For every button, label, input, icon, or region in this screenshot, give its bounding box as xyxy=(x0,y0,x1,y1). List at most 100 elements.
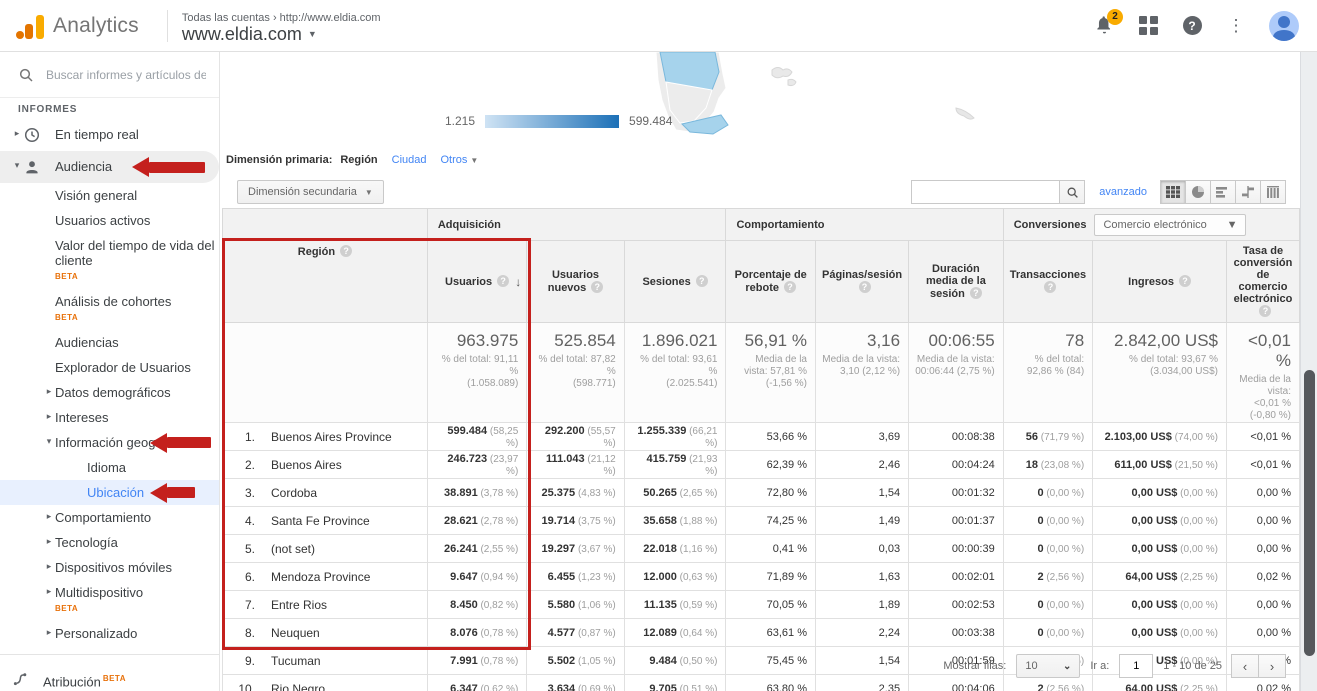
column-header-ingresos[interactable]: Ingresos? xyxy=(1093,241,1227,323)
property-selector[interactable]: www.eldia.com▼ xyxy=(182,27,381,41)
help-icon[interactable]: ? xyxy=(784,281,796,293)
rows-per-page-select[interactable]: 10⌄ xyxy=(1016,654,1080,678)
region-cell[interactable]: 8.Neuquen xyxy=(223,619,428,647)
column-header-sesiones[interactable]: Sesiones? xyxy=(624,241,726,323)
sidebar-item-tecnologia[interactable]: ▸Tecnología xyxy=(0,530,219,555)
next-page-button[interactable]: › xyxy=(1258,654,1286,678)
sidebar-item-audiencia[interactable]: ▾Audiencia xyxy=(0,151,219,183)
legend-min-value: 1.215 xyxy=(445,114,475,128)
pivot-view-button[interactable] xyxy=(1260,180,1286,204)
region-name[interactable]: Entre Rios xyxy=(271,598,327,612)
region-cell[interactable]: 10.Rio Negro xyxy=(223,675,428,691)
column-header-region[interactable]: Región? xyxy=(223,241,428,323)
dimension-region-selected[interactable]: Región xyxy=(340,154,377,166)
help-button[interactable]: ? xyxy=(1181,15,1203,37)
sidebar-item-personalizado[interactable]: ▸Personalizado xyxy=(0,621,219,646)
advanced-search-link[interactable]: avanzado xyxy=(1099,186,1147,198)
region-name[interactable]: Tucuman xyxy=(271,654,321,668)
region-name[interactable]: Santa Fe Province xyxy=(271,514,370,528)
region-cell[interactable]: 2.Buenos Aires xyxy=(223,451,428,479)
goto-page-input[interactable] xyxy=(1119,654,1153,678)
vertical-scrollbar[interactable] xyxy=(1300,52,1317,691)
table-search-input[interactable] xyxy=(911,180,1059,204)
duracion-cell: 00:04:24 xyxy=(909,451,1004,479)
table-search-button[interactable] xyxy=(1059,180,1085,204)
help-icon[interactable]: ? xyxy=(859,281,871,293)
secondary-dimension-button[interactable]: Dimensión secundaria▼ xyxy=(237,180,384,204)
sidebar-item-ubicacion[interactable]: Ubicación xyxy=(0,480,219,505)
performance-view-button[interactable] xyxy=(1210,180,1236,204)
sidebar-search-input[interactable] xyxy=(46,68,206,82)
region-cell[interactable]: 4.Santa Fe Province xyxy=(223,507,428,535)
summary-transacciones: 78% del total:92,86 % (84) xyxy=(1003,323,1092,423)
sidebar-search[interactable] xyxy=(0,52,219,98)
sidebar-nav: ▸En tiempo real▾AudienciaVisión generalU… xyxy=(0,119,219,691)
help-icon[interactable]: ? xyxy=(497,275,509,287)
sidebar-item-audiencias[interactable]: Audiencias xyxy=(0,330,219,355)
sidebar-item-usuarios-activos[interactable]: Usuarios activos xyxy=(0,208,219,233)
apps-menu-button[interactable] xyxy=(1137,15,1159,37)
help-icon[interactable]: ? xyxy=(1259,305,1271,317)
column-header-rebote[interactable]: Porcentaje de rebote? xyxy=(726,241,816,323)
previous-page-button[interactable]: ‹ xyxy=(1231,654,1259,678)
sidebar-item-dispositivos-moviles[interactable]: ▸Dispositivos móviles xyxy=(0,555,219,580)
region-cell[interactable]: 3.Cordoba xyxy=(223,479,428,507)
region-name[interactable]: (not set) xyxy=(271,542,315,556)
sort-descending-icon: ↓ xyxy=(515,275,521,289)
help-icon[interactable]: ? xyxy=(1179,275,1191,287)
region-cell[interactable]: 7.Entre Rios xyxy=(223,591,428,619)
comparison-view-button[interactable] xyxy=(1235,180,1261,204)
user-avatar[interactable] xyxy=(1269,11,1299,41)
column-header-tasa-conversion[interactable]: Tasa de conversión de comercio electróni… xyxy=(1226,241,1299,323)
help-icon[interactable]: ? xyxy=(696,275,708,287)
scrollbar-thumb[interactable] xyxy=(1304,370,1315,656)
region-name[interactable]: Mendoza Province xyxy=(271,570,370,584)
summary-region-spacer xyxy=(223,323,428,423)
sidebar-item-intereses[interactable]: ▸Intereses xyxy=(0,405,219,430)
column-header-usuarios[interactable]: Usuarios?↓ xyxy=(427,241,526,323)
sidebar-item-datos-demograficos[interactable]: ▸Datos demográficos xyxy=(0,380,219,405)
table-view-button[interactable] xyxy=(1160,180,1186,204)
region-cell[interactable]: 5.(not set) xyxy=(223,535,428,563)
primary-dimension-label: Dimensión primaria: xyxy=(226,154,332,166)
percentage-view-button[interactable] xyxy=(1185,180,1211,204)
column-header-duracion[interactable]: Duración media de la sesión? xyxy=(909,241,1004,323)
help-icon[interactable]: ? xyxy=(1044,281,1056,293)
conversions-type-dropdown[interactable]: Comercio electrónico▼ xyxy=(1094,214,1246,236)
column-header-usuarios-nuevos[interactable]: Usuarios nuevos? xyxy=(527,241,624,323)
region-cell[interactable]: 1.Buenos Aires Province xyxy=(223,423,428,451)
column-header-transacciones[interactable]: Transacciones? xyxy=(1003,241,1092,323)
analytics-logo[interactable]: Analytics xyxy=(0,13,153,39)
region-name[interactable]: Buenos Aires Province xyxy=(271,430,392,444)
region-name[interactable]: Cordoba xyxy=(271,486,317,500)
paginas-sesion-cell: 2,24 xyxy=(815,619,908,647)
region-name[interactable]: Buenos Aires xyxy=(271,458,342,472)
help-icon[interactable]: ? xyxy=(591,281,603,293)
sidebar-item-valor-tiempo-vida[interactable]: Valor del tiempo de vida del clienteBETA xyxy=(0,233,219,289)
rebote-cell: 0,41 % xyxy=(726,535,816,563)
notifications-bell[interactable]: 2 xyxy=(1093,15,1115,37)
region-cell[interactable]: 9.Tucuman xyxy=(223,647,428,675)
sidebar-item-idioma[interactable]: Idioma xyxy=(0,455,219,480)
sidebar-item-multidispositivo[interactable]: ▸MultidispositivoBETA xyxy=(0,580,219,621)
region-name[interactable]: Neuquen xyxy=(271,626,320,640)
region-cell[interactable]: 6.Mendoza Province xyxy=(223,563,428,591)
rebote-cell: 75,45 % xyxy=(726,647,816,675)
sidebar-item-informacion-geografica[interactable]: ▾Información geográfica xyxy=(0,430,219,455)
region-name[interactable]: Rio Negro xyxy=(271,682,325,691)
column-header-paginas-sesion[interactable]: Páginas/sesión? xyxy=(815,241,908,323)
sidebar-item-atribucion[interactable]: AtribuciónBETA xyxy=(0,663,219,691)
more-menu-button[interactable]: ⋮ xyxy=(1225,15,1247,37)
sidebar-item-explorador-usuarios[interactable]: Explorador de Usuarios xyxy=(0,355,219,380)
help-icon[interactable]: ? xyxy=(340,245,352,257)
annotation-arrow xyxy=(132,157,205,177)
sidebar-item-en-tiempo-real[interactable]: ▸En tiempo real xyxy=(0,119,219,151)
help-icon[interactable]: ? xyxy=(970,287,982,299)
sidebar-item-vision-general[interactable]: Visión general xyxy=(0,183,219,208)
dimension-city-link[interactable]: Ciudad xyxy=(392,154,427,166)
sidebar-item-analisis-cohortes[interactable]: Análisis de cohortesBETA xyxy=(0,289,219,330)
transacciones-cell: 0 (0,00 %) xyxy=(1003,507,1092,535)
sidebar-item-comportamiento[interactable]: ▸Comportamiento xyxy=(0,505,219,530)
dimension-others-link[interactable]: Otros▼ xyxy=(441,154,479,166)
geo-map[interactable] xyxy=(620,52,1317,162)
